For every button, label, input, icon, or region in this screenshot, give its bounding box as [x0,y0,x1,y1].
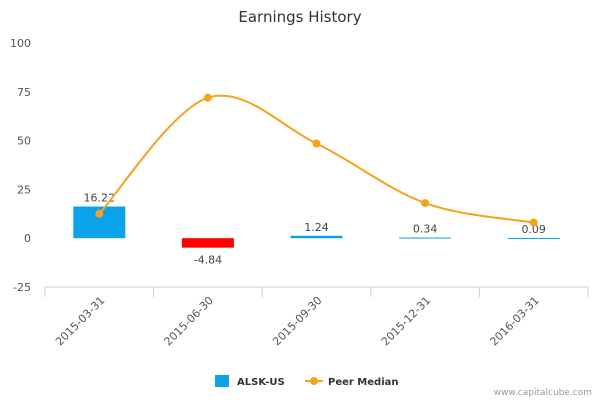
legend-label-peer-median: Peer Median [328,377,399,388]
bar-data-label: 16.22 [84,192,116,205]
legend-swatch-alsk-us [215,375,229,387]
x-tick-label: 2015-03-31 [53,294,107,348]
bar [507,238,560,240]
y-tick-label: 25 [17,183,31,196]
x-tick-label: 2015-09-30 [270,294,324,348]
legend-marker-peer-median [310,377,318,385]
bar-data-label: 0.34 [413,223,438,236]
legend: ALSK-US Peer Median [215,375,399,388]
x-tick-label: 2016-03-31 [487,294,541,348]
y-tick-label: 0 [24,232,31,245]
x-tick-label: 2015-12-31 [379,294,433,348]
peer-median-points [95,93,538,227]
peer-median-point [529,218,538,227]
peer-median-point [95,209,104,218]
bar [290,235,343,239]
x-axis-tick-marks [44,287,589,297]
x-axis-tick-labels: 2015-03-31 2015-06-30 2015-09-30 2015-12-31… [53,294,542,348]
peer-median-point [203,93,212,102]
y-tick-label: -25 [13,281,31,294]
peer-median-point [421,199,430,208]
watermark: www.capitalcube.com [494,388,592,398]
line-series-peer-median [98,94,534,224]
bar-data-label: 0.09 [521,223,546,236]
bar [181,238,234,248]
chart-title: Earnings History [238,8,361,26]
bar-data-labels: 16.22 -4.84 1.24 0.34 0.09 [84,192,546,267]
x-tick-label: 2015-06-30 [162,294,216,348]
bar [399,237,452,239]
legend-label-alsk-us: ALSK-US [237,377,285,388]
bar-data-label: -4.84 [194,254,222,267]
y-tick-label: 50 [17,135,31,148]
bar-data-label: 1.24 [304,221,329,234]
y-tick-label: 100 [10,37,31,50]
peer-median-point [312,139,321,148]
y-axis-ticks: 100 75 50 25 0 -25 [10,37,31,294]
y-tick-label: 75 [17,86,31,99]
